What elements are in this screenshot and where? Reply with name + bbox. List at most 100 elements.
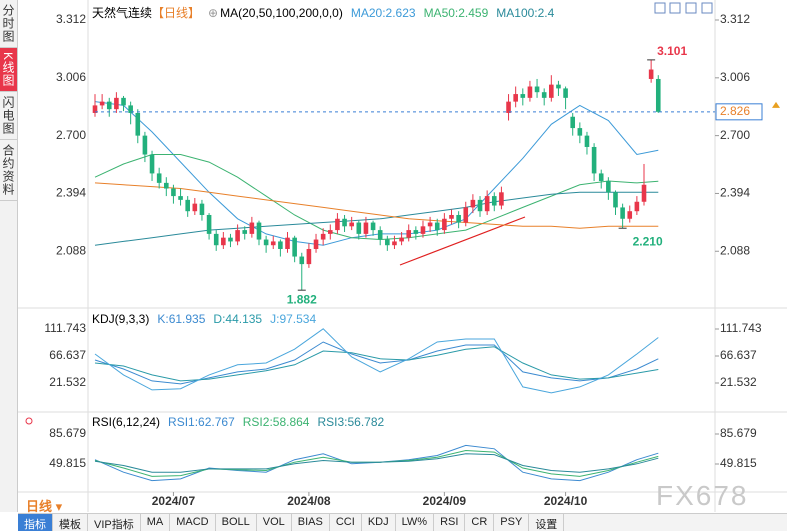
period-label: 【日线】 (152, 6, 201, 20)
candle-body (106, 101, 112, 110)
candle-body (320, 233, 326, 240)
y-tick-label: 2.700 (56, 128, 86, 142)
candle-body (149, 154, 155, 174)
sidebar-tab[interactable]: K线图 (0, 48, 17, 93)
candle-body (356, 222, 362, 234)
y-tick-label: 49.815 (720, 456, 757, 470)
y-tick-label: 2.088 (720, 243, 750, 257)
y-tick-label: 21.532 (720, 375, 757, 389)
sidebar-tab[interactable]: 闪电图 (0, 92, 17, 141)
y-tick-label: 3.006 (720, 70, 750, 84)
indicator-line (94, 341, 659, 385)
y-tick-label: 66.637 (49, 348, 86, 362)
candle-body (370, 222, 376, 231)
legend-entry: K:61.935 (157, 312, 206, 326)
candle-body (213, 233, 219, 246)
candle-body (648, 69, 654, 79)
toolbar-button[interactable]: VOL (257, 514, 292, 531)
add-icon: ⊕ (208, 5, 219, 20)
candle-body (584, 135, 590, 147)
candle-body (420, 226, 426, 234)
candle-body (620, 207, 625, 219)
watermark: FX678 (656, 480, 749, 511)
legend-entry: D:44.135 (213, 312, 263, 326)
candle-body (506, 101, 511, 113)
candle-body (256, 222, 262, 240)
candle-body (606, 180, 611, 193)
candle-body (235, 230, 240, 242)
x-tick-label: 2024/08 (287, 494, 331, 508)
candle-body (342, 218, 347, 227)
sidebar-tab[interactable]: 合约资料 (0, 140, 17, 202)
candle-body (99, 101, 105, 106)
candle-body (541, 92, 547, 98)
candle-body (206, 214, 212, 234)
toolbar-button[interactable]: 模板 (53, 514, 88, 531)
y-tick-label: 111.743 (720, 321, 762, 335)
legend-entry: J:97.534 (270, 312, 317, 326)
candle-body (121, 97, 126, 106)
toolbar-button[interactable]: PSY (494, 514, 530, 531)
annotation-label: 2.210 (633, 234, 663, 248)
candle-body (556, 84, 561, 89)
candle-body (299, 256, 305, 265)
candle-body (363, 222, 369, 234)
legend-entry: RSI1:62.767 (168, 415, 235, 429)
sidebar-tab[interactable]: 分时图 (0, 0, 17, 48)
candle-body (591, 146, 597, 174)
candle-body (327, 230, 333, 234)
y-tick-label: 2.088 (56, 243, 86, 257)
x-tick-label: 2024/07 (152, 494, 196, 508)
candle-body (335, 218, 340, 231)
candle-body (263, 239, 269, 246)
candle-body (128, 105, 133, 113)
toolbar-button[interactable]: KDJ (362, 514, 396, 531)
candle-body (427, 222, 433, 227)
toolbar-button[interactable]: VIP指标 (88, 514, 141, 531)
settings-icon (25, 417, 33, 425)
toolbar-button[interactable]: 设置 (529, 514, 565, 531)
toolbar-button[interactable]: LW% (396, 514, 435, 531)
candle-body (385, 239, 390, 246)
toolbar-button[interactable]: MA (141, 514, 171, 531)
legend-entry: RSI2:58.864 (242, 415, 310, 429)
candle-body (513, 94, 518, 102)
y-tick-label: 3.312 (56, 12, 86, 26)
candle-body (377, 230, 383, 240)
toolbar-button[interactable]: 指标 (18, 514, 53, 531)
toolbar-button[interactable]: RSI (434, 514, 466, 531)
y-tick-label: 85.679 (720, 426, 757, 440)
toolbar-button[interactable]: MACD (170, 514, 216, 531)
candle-body (164, 182, 169, 189)
candle-body (434, 222, 440, 231)
candle-body (285, 237, 290, 249)
candle-body (292, 237, 297, 257)
candle-body (484, 196, 490, 212)
candle-body (477, 199, 483, 212)
annotation-label: 3.101 (657, 44, 687, 58)
candle-body (114, 97, 119, 110)
toolbar-button[interactable]: BIAS (292, 514, 330, 531)
toolbar-button[interactable]: CR (465, 514, 495, 531)
candle-body (463, 207, 469, 223)
candle-body (442, 218, 447, 231)
y-tick-label: 2.394 (56, 186, 86, 200)
candle-body (185, 199, 190, 212)
candle-body (655, 78, 661, 112)
y-tick-label: 85.679 (49, 426, 86, 440)
legend-entry: MA100:2.4 (496, 5, 555, 20)
candle-body (534, 86, 540, 93)
period-selector[interactable]: 日线 ▾ (26, 499, 63, 514)
toolbar-button[interactable]: CCI (330, 514, 362, 531)
panel-title: RSI(6,12,24) (92, 415, 161, 429)
candle-body (613, 192, 618, 208)
period-text: 日线 (26, 499, 53, 514)
indicator-line (94, 346, 659, 382)
candle-body (278, 241, 283, 249)
candle-body (392, 241, 397, 246)
toolbar-button[interactable]: BOLL (216, 514, 257, 531)
indicator-line (94, 191, 659, 246)
candle-body (242, 230, 248, 234)
candle-body (156, 173, 162, 183)
